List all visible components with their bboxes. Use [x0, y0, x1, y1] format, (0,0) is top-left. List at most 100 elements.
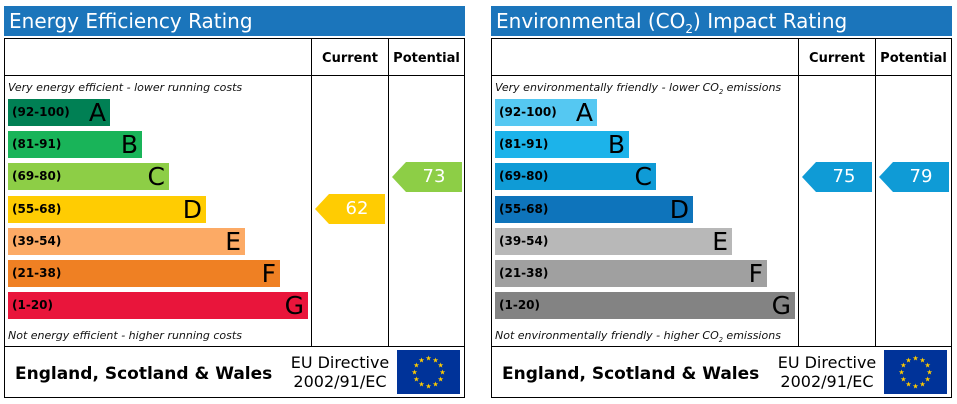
- star-icon: ★: [919, 356, 925, 364]
- rating-band-e: (39-54) E: [495, 226, 732, 256]
- current-rating-value: 75: [832, 165, 856, 187]
- band-letter: E: [712, 226, 728, 256]
- eu-flag-icon: ★ ★ ★ ★ ★ ★ ★ ★ ★ ★ ★ ★: [397, 350, 460, 394]
- divider: [798, 39, 799, 347]
- environmental-title: Environmental (CO2) Impact Rating: [491, 6, 952, 36]
- band-letter: C: [634, 162, 652, 192]
- rating-band-f: (21-38) F: [8, 260, 280, 287]
- divider: [875, 39, 876, 347]
- star-icon: ★: [924, 376, 930, 384]
- environmental-impact-panel: Environmental (CO2) Impact Rating Curren…: [491, 6, 952, 398]
- note-sub: 2: [718, 88, 724, 97]
- rating-band-d: (55-68) D: [8, 194, 206, 224]
- star-icon: ★: [411, 369, 417, 377]
- star-icon: ★: [437, 376, 443, 384]
- star-icon: ★: [912, 355, 918, 363]
- band-range: (92-100): [499, 105, 557, 119]
- star-icon: ★: [437, 362, 443, 370]
- band-letter: G: [771, 291, 791, 321]
- band-range: (39-54): [499, 233, 549, 248]
- potential-rating-value: 73: [422, 165, 446, 187]
- star-icon: ★: [900, 376, 906, 384]
- footer-country: England, Scotland & Wales: [15, 364, 273, 384]
- band-letter: D: [669, 194, 689, 224]
- star-icon: ★: [413, 376, 419, 384]
- star-icon: ★: [924, 362, 930, 370]
- band-letter: G: [284, 291, 304, 321]
- top-note: Very environmentally friendly - lower CO…: [495, 81, 781, 96]
- energy-efficiency-panel: Energy Efficiency Rating Current Potenti…: [4, 6, 465, 398]
- current-rating-value: 62: [345, 198, 369, 220]
- note-prefix: Not environmentally friendly - higher CO: [495, 329, 719, 342]
- band-range: (81-91): [12, 137, 62, 152]
- note-suffix: emissions: [723, 81, 782, 94]
- rating-band-c: (69-80) C: [495, 162, 656, 192]
- potential-header: Potential: [393, 51, 460, 66]
- directive-line2: 2002/91/EC: [780, 372, 874, 391]
- rating-band-g: (1-20) G: [495, 291, 795, 321]
- band-range: (81-91): [499, 137, 549, 152]
- rating-band-f: (21-38) F: [495, 260, 767, 287]
- star-icon: ★: [439, 369, 445, 377]
- bottom-note: Not environmentally friendly - higher CO…: [495, 329, 781, 344]
- energy-title: Energy Efficiency Rating: [4, 6, 465, 36]
- star-icon: ★: [905, 381, 911, 389]
- footer-directive: EU Directive 2002/91/EC: [285, 353, 395, 391]
- band-range: (1-20): [499, 298, 540, 313]
- star-icon: ★: [432, 381, 438, 389]
- note-sub: 2: [718, 336, 723, 345]
- rating-band-b: (81-91) B: [8, 130, 142, 160]
- band-letter: F: [748, 259, 763, 288]
- title-prefix: Environmental (CO: [496, 9, 686, 33]
- star-icon: ★: [926, 369, 932, 377]
- band-range: (55-68): [499, 201, 549, 216]
- footer-directive: EU Directive 2002/91/EC: [772, 353, 882, 391]
- divider: [5, 346, 464, 347]
- star-icon: ★: [912, 383, 918, 391]
- star-icon: ★: [413, 362, 419, 370]
- band-letter: A: [575, 98, 593, 127]
- note-suffix: emissions: [722, 329, 781, 342]
- star-icon: ★: [432, 356, 438, 364]
- bottom-note: Not energy efficient - higher running co…: [8, 329, 242, 342]
- band-range: (92-100): [12, 105, 70, 119]
- footer-country: England, Scotland & Wales: [502, 364, 760, 384]
- band-letter: C: [147, 162, 165, 192]
- divider: [388, 39, 389, 347]
- directive-line2: 2002/91/EC: [293, 372, 387, 391]
- band-range: (69-80): [499, 169, 549, 184]
- top-note: Very energy efficient - lower running co…: [8, 81, 243, 94]
- band-letter: A: [88, 98, 106, 127]
- band-range: (69-80): [12, 169, 62, 184]
- band-letter: E: [225, 226, 241, 256]
- rating-band-a: (92-100) A: [495, 99, 597, 126]
- star-icon: ★: [418, 381, 424, 389]
- title-sub: 2: [685, 22, 694, 36]
- environmental-frame: Current Potential Very environmentally f…: [491, 38, 952, 398]
- band-range: (21-38): [499, 266, 549, 280]
- band-range: (55-68): [12, 201, 62, 216]
- star-icon: ★: [905, 356, 911, 364]
- potential-header: Potential: [880, 51, 947, 66]
- rating-band-b: (81-91) B: [495, 130, 629, 160]
- rating-band-a: (92-100) A: [8, 99, 110, 126]
- directive-line1: EU Directive: [290, 353, 390, 372]
- band-letter: F: [261, 259, 276, 288]
- star-icon: ★: [900, 362, 906, 370]
- note-prefix: Very environmentally friendly - lower CO: [495, 81, 719, 94]
- band-letter: B: [607, 130, 625, 160]
- rating-band-g: (1-20) G: [8, 291, 308, 321]
- band-range: (21-38): [12, 266, 62, 280]
- divider: [311, 39, 312, 347]
- star-icon: ★: [418, 356, 424, 364]
- rating-band-c: (69-80) C: [8, 162, 169, 192]
- eu-flag-icon: ★ ★ ★ ★ ★ ★ ★ ★ ★ ★ ★ ★: [884, 350, 947, 394]
- divider: [492, 75, 951, 76]
- band-range: (39-54): [12, 233, 62, 248]
- band-letter: D: [182, 194, 202, 224]
- potential-rating-value: 79: [909, 165, 933, 187]
- current-header: Current: [322, 51, 378, 66]
- band-letter: B: [120, 130, 138, 160]
- directive-line1: EU Directive: [777, 353, 877, 372]
- rating-band-e: (39-54) E: [8, 226, 245, 256]
